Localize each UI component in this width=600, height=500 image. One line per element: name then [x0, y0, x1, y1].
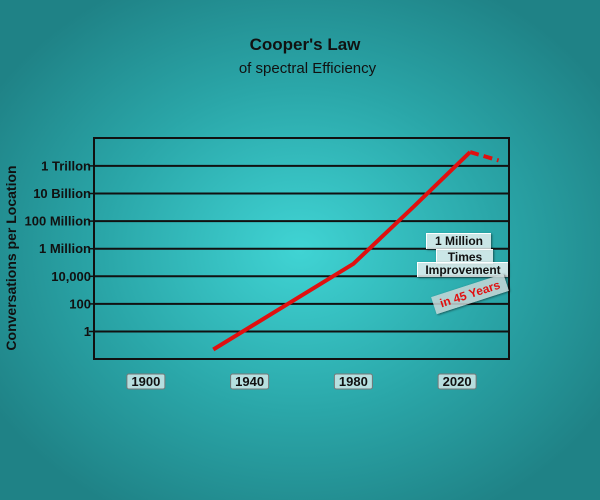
x-tick-label: 2020 [443, 374, 472, 389]
y-tick-label: 1 Trillon [41, 158, 91, 173]
x-tick-box [230, 373, 270, 390]
annotation-million-line1: 1 Million [426, 233, 491, 249]
y-tick-label: 10,000 [51, 269, 91, 284]
annotation-million-line3: Improvement [417, 262, 508, 277]
x-tick-box [437, 373, 477, 390]
chart-title: Cooper's Law [249, 35, 361, 54]
x-tick-label: 1940 [235, 374, 264, 389]
annotation-million-line2: Times [436, 249, 493, 264]
x-tick-box [333, 373, 373, 390]
y-tick-label: 1 [84, 324, 91, 339]
y-tick-label: 100 Million [25, 214, 92, 229]
x-tick-label: 1900 [131, 374, 160, 389]
y-tick-label: 10 Billion [33, 186, 91, 201]
y-tick-label: 100 [69, 296, 91, 311]
series-line [212, 150, 472, 352]
series-line-projection [469, 150, 500, 163]
x-tick-box [126, 373, 166, 390]
x-tick-label: 1980 [339, 374, 368, 389]
y-tick-label: 1 Million [39, 241, 91, 256]
chart-subtitle: of spectral Efficiency [238, 60, 377, 77]
